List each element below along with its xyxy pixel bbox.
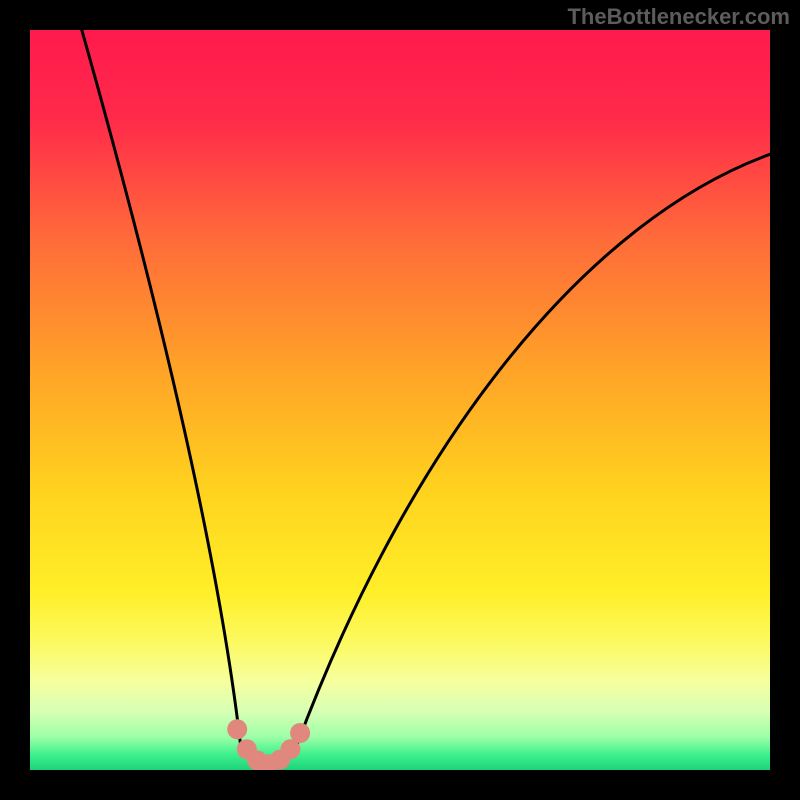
valley-marker bbox=[227, 719, 247, 739]
plot-background bbox=[30, 30, 770, 770]
valley-marker bbox=[290, 723, 310, 743]
bottleneck-chart bbox=[0, 0, 800, 800]
watermark-text: TheBottlenecker.com bbox=[567, 4, 790, 30]
